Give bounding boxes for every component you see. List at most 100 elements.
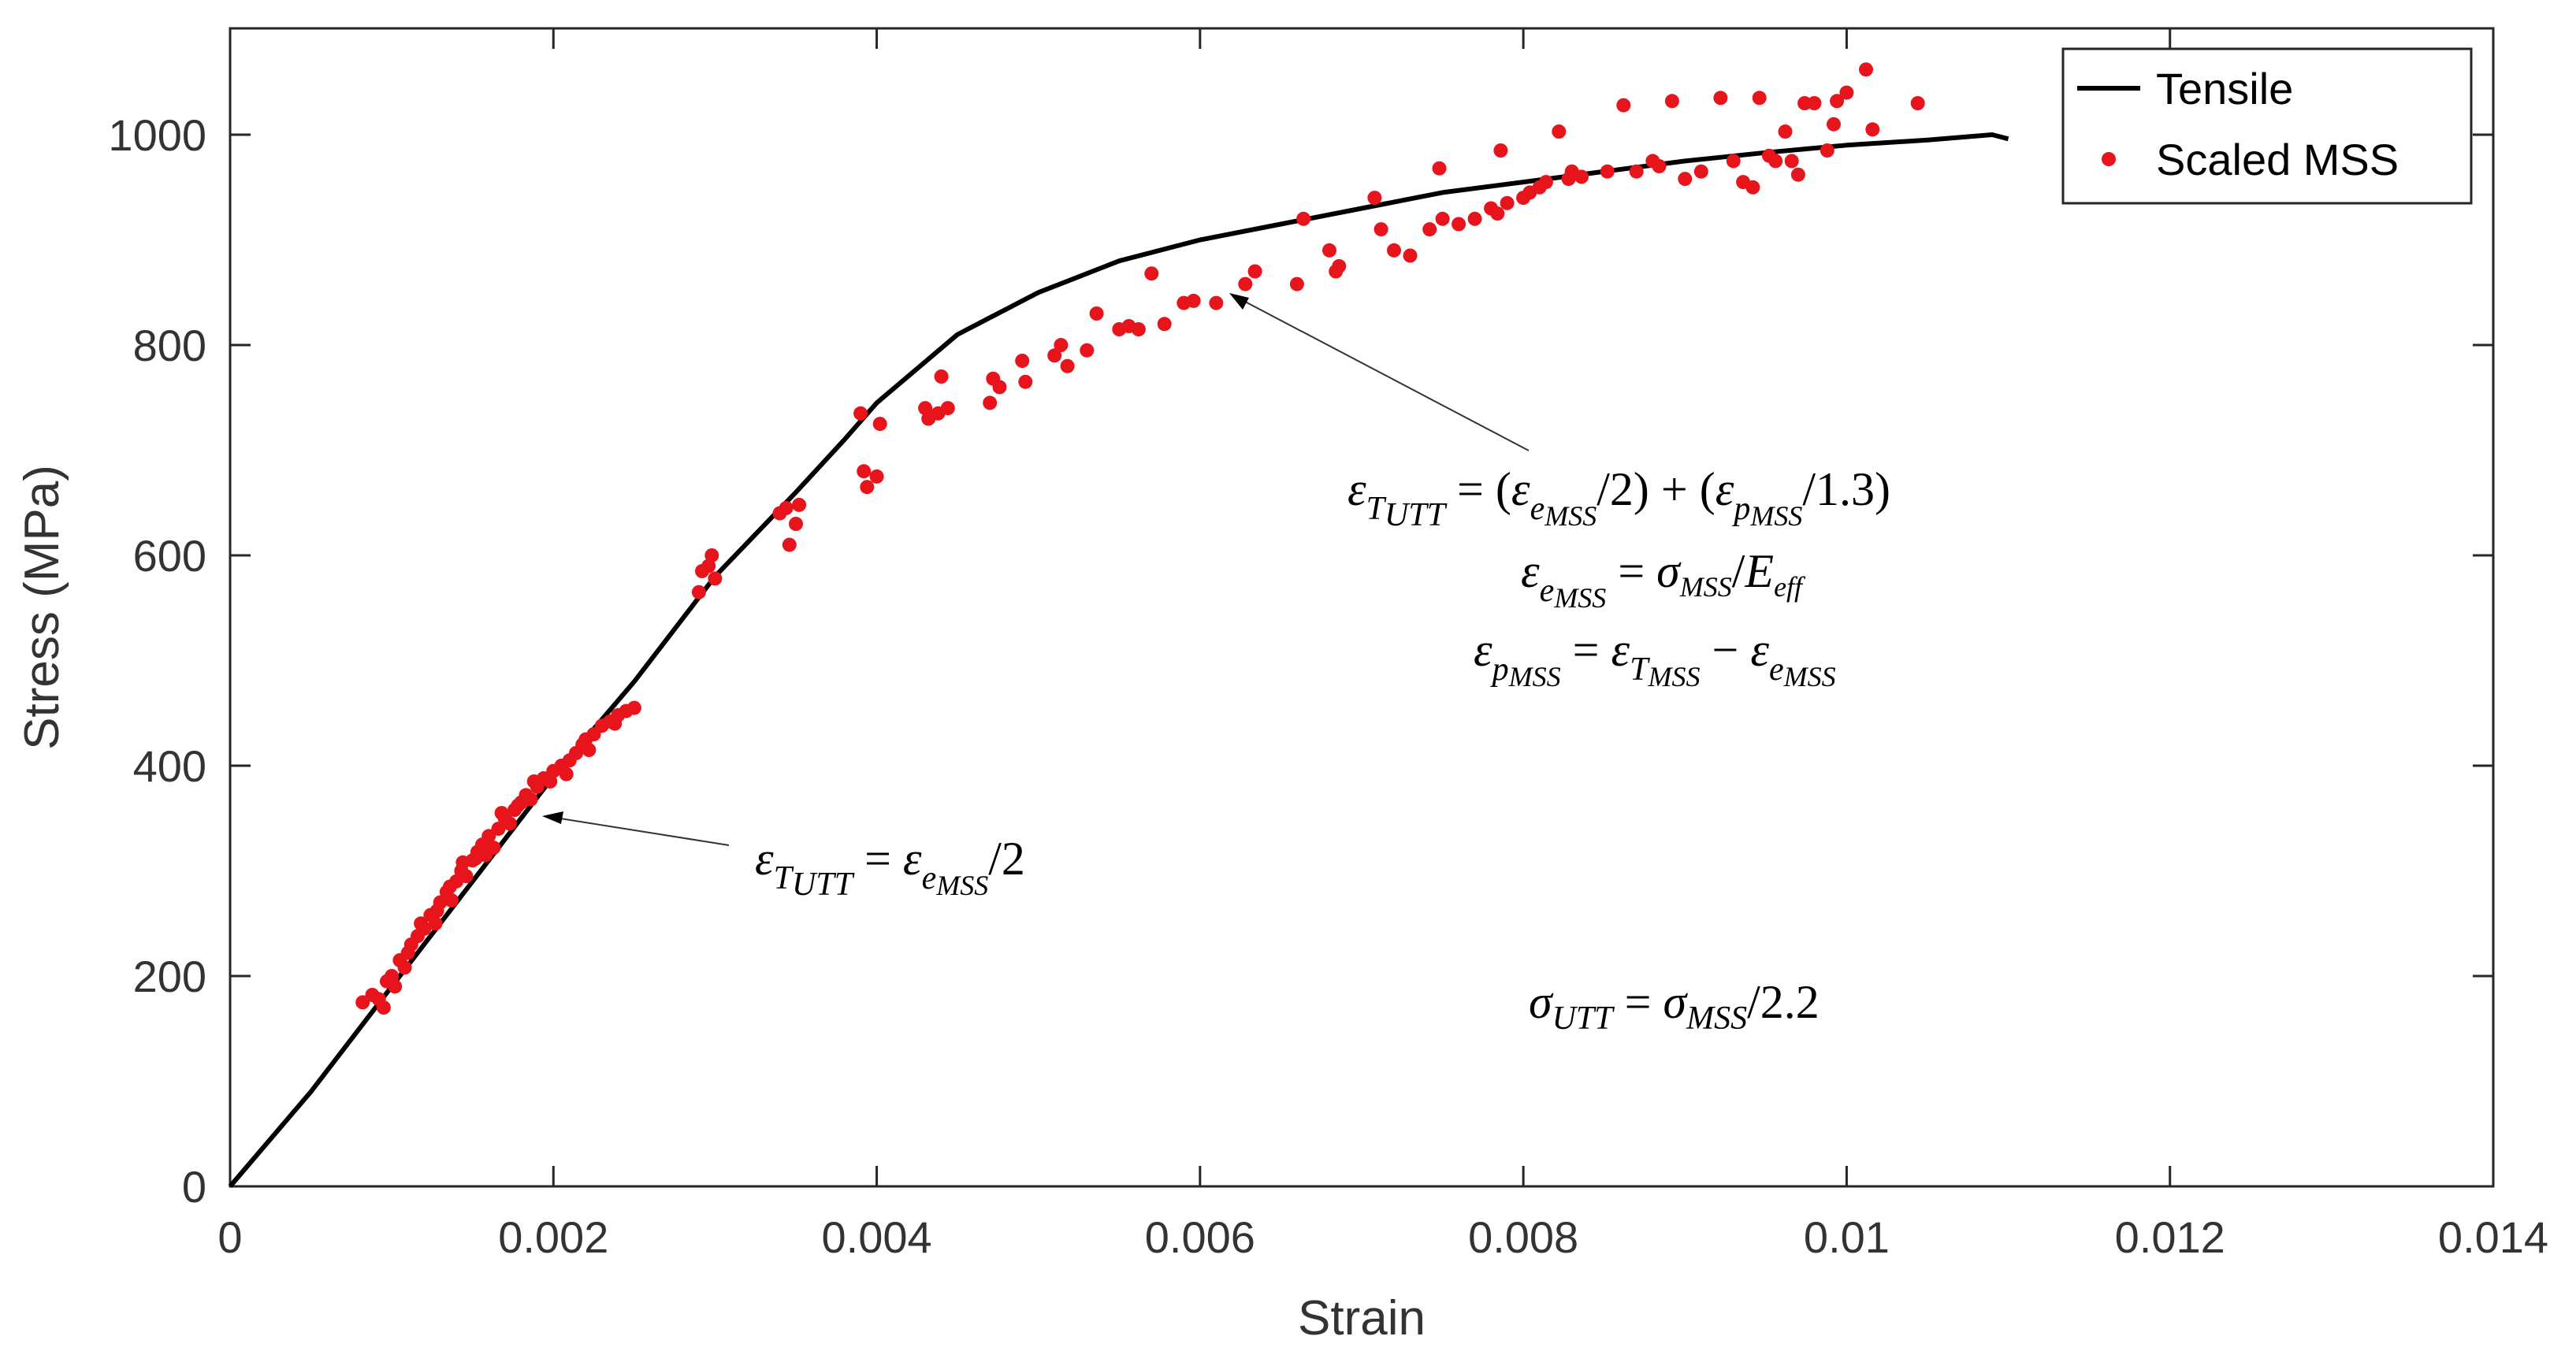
x-tick-label: 0.012 bbox=[2115, 1212, 2225, 1262]
scaled-mss-point bbox=[1060, 358, 1075, 373]
scaled-mss-point bbox=[1422, 222, 1437, 237]
scaled-mss-point bbox=[1296, 211, 1311, 226]
scaled-mss-point bbox=[502, 816, 517, 831]
scaled-mss-point bbox=[1186, 293, 1201, 308]
scaled-mss-point bbox=[1807, 96, 1822, 110]
scaled-mss-point bbox=[1745, 180, 1760, 195]
scaled-mss-point bbox=[1322, 243, 1336, 258]
scaled-mss-point bbox=[1247, 264, 1262, 279]
scaled-mss-point bbox=[1157, 317, 1172, 332]
scaled-mss-point bbox=[1616, 98, 1631, 113]
x-tick-label: 0.004 bbox=[822, 1212, 932, 1262]
legend-scaled-mss-label: Scaled MSS bbox=[2156, 135, 2399, 184]
scaled-mss-point bbox=[1552, 124, 1567, 139]
scaled-mss-point bbox=[1387, 243, 1401, 258]
scaled-mss-point bbox=[1015, 354, 1030, 368]
annotation-plastic-equation-2: εeMSS = σMSS/Eeff bbox=[1521, 545, 1806, 614]
scaled-mss-point bbox=[1693, 164, 1708, 179]
scaled-mss-point bbox=[429, 904, 444, 919]
scaled-mss-point bbox=[779, 500, 794, 515]
scaled-mss-point bbox=[428, 916, 443, 931]
x-axis-title: Strain bbox=[1298, 1291, 1426, 1345]
annotation-stress-equation: σUTT = σMSS/2.2 bbox=[1529, 976, 1820, 1037]
scaled-mss-point bbox=[1432, 161, 1447, 176]
scaled-mss-point bbox=[1054, 338, 1069, 352]
x-tick-label: 0.01 bbox=[1804, 1212, 1890, 1262]
scaled-mss-point bbox=[1865, 122, 1880, 137]
y-tick-label: 600 bbox=[133, 531, 206, 581]
scaled-mss-point bbox=[940, 401, 955, 416]
x-tick-label: 0.006 bbox=[1145, 1212, 1255, 1262]
arrow-elastic-head bbox=[542, 811, 563, 824]
arrow-elastic-line bbox=[545, 815, 730, 846]
scaled-mss-point bbox=[1768, 154, 1783, 169]
scaled-mss-point bbox=[1600, 164, 1615, 179]
plot-frame bbox=[229, 27, 2495, 1188]
scaled-mss-point bbox=[1452, 217, 1466, 232]
scaled-mss-point bbox=[1652, 159, 1667, 173]
scaled-mss-point bbox=[789, 517, 803, 531]
arrow-plastic-head bbox=[1229, 293, 1249, 310]
scaled-mss-point bbox=[1820, 143, 1834, 158]
scaled-mss-point bbox=[1629, 164, 1644, 179]
scaled-mss-point bbox=[1018, 374, 1033, 389]
scaled-mss-point bbox=[1500, 195, 1515, 210]
annotation-plastic-equation-1: εTUTT = (εeMSS/2) + (εpMSS/1.3) bbox=[1347, 463, 1890, 533]
scaled-mss-point bbox=[494, 806, 509, 821]
scaled-mss-point bbox=[872, 417, 887, 432]
scaled-mss-point bbox=[792, 497, 807, 512]
scaled-mss-point bbox=[934, 369, 949, 384]
scaled-mss-point bbox=[1403, 248, 1418, 263]
scaled-mss-point bbox=[1790, 167, 1805, 182]
scaled-mss-point bbox=[704, 548, 719, 562]
y-tick-label: 800 bbox=[133, 321, 206, 370]
scaled-mss-point bbox=[1467, 211, 1482, 226]
scaled-mss-point bbox=[400, 945, 415, 960]
scaled-mss-point bbox=[869, 469, 884, 484]
scaled-mss-point bbox=[523, 792, 538, 807]
x-tick-label: 0 bbox=[217, 1212, 242, 1262]
scaled-mss-point bbox=[782, 537, 797, 552]
y-tick-label: 0 bbox=[182, 1162, 206, 1212]
scaled-mss-point bbox=[388, 979, 403, 994]
legend-box bbox=[2061, 47, 2473, 205]
scaled-mss-point bbox=[1131, 322, 1146, 336]
plot-area bbox=[229, 27, 2495, 1188]
scaled-mss-point bbox=[1827, 117, 1841, 132]
scaled-mss-point bbox=[1332, 258, 1347, 273]
scaled-mss-point bbox=[455, 855, 470, 870]
scaled-mss-point bbox=[626, 700, 641, 715]
scaled-mss-point bbox=[1830, 94, 1845, 109]
scaled-mss-point bbox=[1080, 343, 1095, 358]
scaled-mss-point bbox=[1538, 175, 1553, 190]
scaled-mss-point bbox=[857, 464, 872, 479]
scaled-mss-point bbox=[853, 406, 868, 421]
scaled-mss-point bbox=[1910, 96, 1925, 110]
scaled-mss-point bbox=[1367, 191, 1382, 206]
scaled-mss-point bbox=[491, 822, 506, 837]
scaled-mss-point bbox=[1752, 91, 1767, 106]
scaled-mss-point bbox=[1144, 266, 1159, 281]
scaled-mss-point bbox=[1209, 295, 1224, 310]
scaled-mss-point bbox=[1493, 143, 1508, 158]
y-tick-label: 200 bbox=[133, 952, 206, 1001]
scaled-mss-series bbox=[355, 62, 1925, 1015]
scaled-mss-point bbox=[511, 798, 526, 813]
scaled-mss-point bbox=[414, 916, 429, 931]
x-tick-label: 0.008 bbox=[1468, 1212, 1578, 1262]
scaled-mss-point bbox=[1435, 211, 1450, 226]
scaled-mss-point bbox=[376, 1000, 391, 1015]
scaled-mss-point bbox=[478, 848, 493, 863]
scaled-mss-point bbox=[443, 879, 457, 894]
scaled-mss-point bbox=[983, 395, 998, 410]
scaled-mss-point bbox=[1713, 91, 1728, 106]
scaled-mss-point bbox=[608, 716, 623, 731]
scaled-mss-point bbox=[1678, 172, 1693, 187]
scaled-mss-point bbox=[1664, 94, 1679, 109]
legend-scaled-mss-swatch bbox=[2102, 152, 2116, 166]
x-tick-label: 0.002 bbox=[498, 1212, 608, 1262]
scaled-mss-point bbox=[355, 995, 370, 1010]
scaled-mss-point bbox=[1373, 222, 1388, 237]
scaled-mss-point bbox=[1797, 96, 1812, 110]
